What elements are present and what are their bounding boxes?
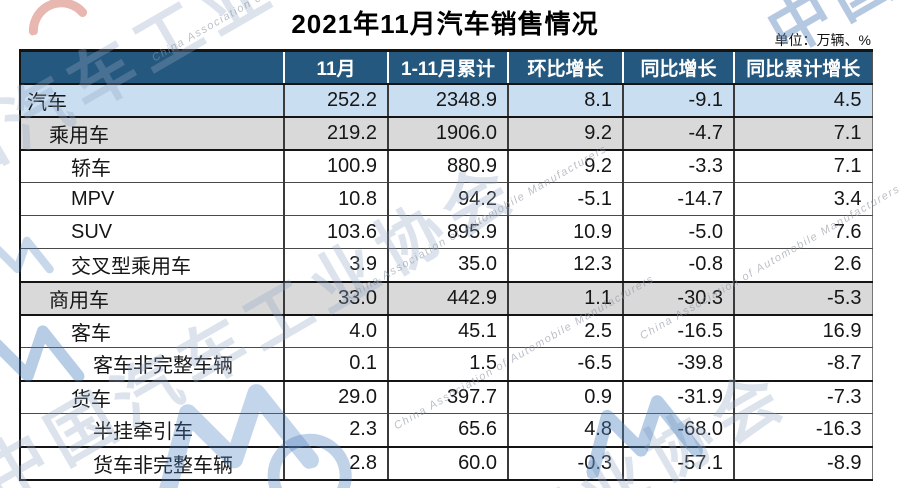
column-header: 同比增长 [622,49,734,85]
cell-value: -57.1 [622,446,734,481]
table-row: SUV 103.6 895.9 10.9 -5.0 7.6 [19,215,873,249]
row-label: 客车 [19,314,284,348]
cell-value: 4.8 [507,413,623,448]
row-label: SUV [19,215,284,249]
cell-value: 1.5 [387,347,508,382]
cell-value: 2348.9 [387,83,508,118]
cell-value: 33.0 [283,281,388,316]
column-header: 1-11月累计 [387,49,508,85]
table-row: 交叉型乘用车 3.9 35.0 12.3 -0.8 2.6 [19,248,873,283]
cell-value: 45.1 [387,314,508,348]
table-row: 轿车 100.9 880.9 9.2 -3.3 7.1 [19,149,873,183]
cell-value: 1.1 [507,281,623,316]
table-row: 货车非完整车辆 2.8 60.0 -0.3 -57.1 -8.9 [19,446,873,481]
cell-value: 10.9 [507,215,623,249]
auto-sales-table: 11月 1-11月累计 环比增长 同比增长 同比累计增长 汽车 252.2 2348.9 8.… [19,49,873,481]
cell-value: 60.0 [387,446,508,481]
cell-value: -3.3 [622,149,734,183]
row-label: 乘用车 [19,116,284,151]
cell-value: 12.3 [507,248,623,283]
cell-value: 3.4 [733,182,873,216]
column-header-empty [19,49,284,85]
cell-value: -8.7 [733,347,873,382]
cell-value: 103.6 [283,215,388,249]
cell-value: 0.1 [283,347,388,382]
cell-value: 16.9 [733,314,873,348]
row-label: MPV [19,182,284,216]
cell-value: 2.6 [733,248,873,283]
cell-value: 252.2 [283,83,388,118]
cell-value: 1906.0 [387,116,508,151]
cell-value: -7.3 [733,380,873,414]
cell-value: -16.3 [733,413,873,448]
cell-value: 7.6 [733,215,873,249]
table-body: 汽车 252.2 2348.9 8.1 -9.1 4.5 乘用车 219.2 1906.0 9.2… [19,83,873,481]
cell-value: 219.2 [283,116,388,151]
cell-value: 880.9 [387,149,508,183]
cell-value: -30.3 [622,281,734,316]
cell-value: 397.7 [387,380,508,414]
cell-value: -31.9 [622,380,734,414]
table-row: 客车 4.0 45.1 2.5 -16.5 16.9 [19,314,873,348]
cell-value: -9.1 [622,83,734,118]
cell-value: 442.9 [387,281,508,316]
cell-value: -68.0 [622,413,734,448]
row-label: 货车 [19,380,284,414]
table-row: 客车非完整车辆 0.1 1.5 -6.5 -39.8 -8.7 [19,347,873,382]
page-title: 2021年11月汽车销售情况 [291,9,599,39]
table-row: 半挂牵引车 2.3 65.6 4.8 -68.0 -16.3 [19,413,873,448]
cell-value: 4.0 [283,314,388,348]
cell-value: -0.8 [622,248,734,283]
row-label: 货车非完整车辆 [19,446,284,481]
cell-value: 8.1 [507,83,623,118]
cell-value: -6.5 [507,347,623,382]
cell-value: -5.3 [733,281,873,316]
cell-value: -14.7 [622,182,734,216]
table-header-row: 11月 1-11月累计 环比增长 同比增长 同比累计增长 [19,49,873,85]
cell-value: 2.3 [283,413,388,448]
cell-value: 2.8 [283,446,388,481]
cell-value: 65.6 [387,413,508,448]
column-header: 11月 [283,49,388,85]
cell-value: 94.2 [387,182,508,216]
row-label: 汽车 [19,83,284,118]
cell-value: 3.9 [283,248,388,283]
cell-value: 0.9 [507,380,623,414]
cell-value: 100.9 [283,149,388,183]
cell-value: 2.5 [507,314,623,348]
row-label: 轿车 [19,149,284,183]
table-row: MPV 10.8 94.2 -5.1 -14.7 3.4 [19,182,873,216]
cell-value: -4.7 [622,116,734,151]
cell-value: 9.2 [507,116,623,151]
cell-value: 895.9 [387,215,508,249]
cell-value: 7.1 [733,116,873,151]
table-row: 货车 29.0 397.7 0.9 -31.9 -7.3 [19,380,873,414]
cell-value: -0.3 [507,446,623,481]
row-label: 客车非完整车辆 [19,347,284,382]
row-label: 交叉型乘用车 [19,248,284,283]
table-row: 汽车 252.2 2348.9 8.1 -9.1 4.5 [19,83,873,118]
table-row: 商用车 33.0 442.9 1.1 -30.3 -5.3 [19,281,873,316]
row-label: 商用车 [19,281,284,316]
cell-value: 9.2 [507,149,623,183]
unit-note: 单位：万辆、% [774,32,871,48]
cell-value: 10.8 [283,182,388,216]
column-header: 环比增长 [507,49,623,85]
cell-value: -5.1 [507,182,623,216]
cell-value: 29.0 [283,380,388,414]
column-header: 同比累计增长 [733,49,873,85]
cell-value: -5.0 [622,215,734,249]
cell-value: 35.0 [387,248,508,283]
cell-value: -39.8 [622,347,734,382]
cell-value: 7.1 [733,149,873,183]
cell-value: -8.9 [733,446,873,481]
cell-value: 4.5 [733,83,873,118]
cell-value: -16.5 [622,314,734,348]
table-row: 乘用车 219.2 1906.0 9.2 -4.7 7.1 [19,116,873,151]
row-label: 半挂牵引车 [19,413,284,448]
